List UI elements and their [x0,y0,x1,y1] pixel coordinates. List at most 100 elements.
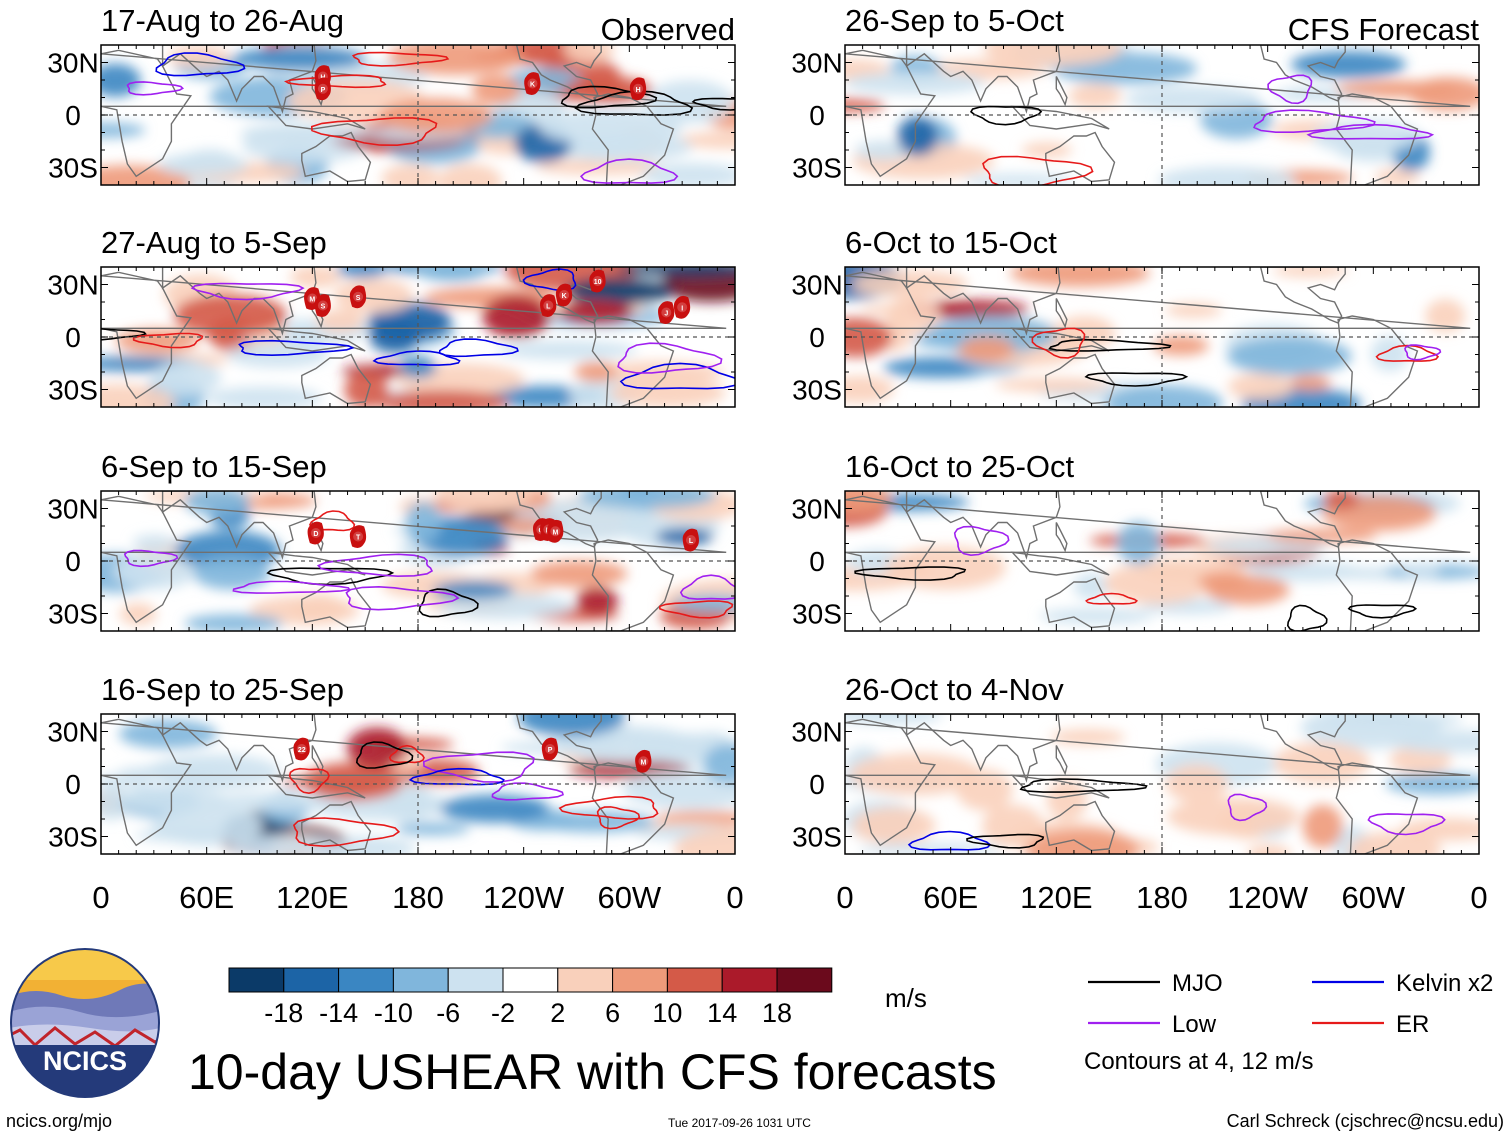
er-contour [658,600,734,619]
x-tick-label: 60E [923,880,978,915]
colorbar-label: -6 [436,998,460,1028]
er-contour [1375,344,1440,362]
mjo-contour [418,588,479,618]
panel-5: 30N 0 30S 26-Sep to 5-Oct CFS Forecast [791,3,1480,186]
storm-label: K [562,293,567,300]
storm-marker: H [629,77,647,101]
y-tick-label: 0 [65,100,81,131]
colorbar-label: -10 [374,998,413,1028]
storm-label: M [641,759,647,766]
mjo-contour [101,328,147,341]
y-tick-label: 30S [792,375,842,406]
storm-marker: T [349,525,367,548]
storm-label: H [636,87,641,94]
low-contour [422,751,535,783]
low-contour [126,81,185,96]
x-tick-label: 120E [1020,880,1092,915]
storm-marker: S [349,285,367,309]
contour-note: Contours at 4, 12 m/s [1084,1048,1313,1075]
storm-label: L [689,538,694,545]
er-contour [982,155,1094,185]
low-contour [491,782,564,801]
shear-field [845,267,1479,407]
panel-8: 30N 0 30S 26-Oct to 4-Nov [791,672,1480,855]
colorbar-label: 2 [550,998,565,1028]
colorbar-swatch [557,967,614,993]
y-tick-label: 0 [809,546,825,577]
storm-label: M [552,529,558,536]
storm-marker: K [555,283,573,307]
y-tick-label: 30N [47,270,98,301]
colorbar-swatch [447,967,504,993]
low-contour [1227,793,1268,822]
y-tick-label: 0 [65,322,81,353]
storm-marker: P [314,77,331,101]
y-tick-label: 30N [47,48,98,79]
panel-7: 30N 0 30S 16-Oct to 25-Oct [791,449,1480,632]
colorbar-swatch [776,967,833,993]
shear-field: DTONML [101,491,735,631]
column-header: Observed [601,12,735,47]
shear-field [845,714,1479,854]
mjo-contour [1048,338,1172,352]
storm-marker: 10 [589,269,606,293]
x-axis-labels: 0 60E 120E 180 120W 60W 0 0 60E 120E 180 120W 60W 0 [92,880,1487,915]
coastlines [101,45,727,185]
panel-4: 22 P M 30N 0 30S 16-Sep to 25-Sep [47,672,736,855]
storm-label: P [321,87,326,94]
coastlines [101,491,727,631]
y-tick-label: 0 [809,769,825,800]
low-contour [1367,813,1446,836]
er-contour [558,795,659,820]
x-tick-label: 0 [726,880,743,915]
colorbar-swatch [338,967,394,993]
x-tick-label: 60W [597,880,661,915]
figure-title: 10-day USHEAR with CFS forecasts [188,1044,997,1100]
low-contour [1267,74,1313,105]
mjo-contour [1084,372,1189,387]
ticks [844,266,1480,408]
y-tick-label: 30S [792,599,842,630]
er-contour [284,74,387,89]
x-tick-label: 120W [483,880,565,915]
panel-title: 16-Sep to 25-Sep [101,672,344,707]
colorbar-swatch [612,967,668,993]
storm-marker: P [541,737,559,761]
ticks [844,713,1480,855]
storm-label: P [548,747,553,754]
er-contour [1031,327,1086,359]
colorbar-label: -2 [491,998,515,1028]
mjo-contour [1347,604,1418,619]
colorbar-swatch [502,967,559,993]
storm-marker: S [314,294,331,317]
ticks [100,490,736,632]
x-tick-label: 180 [1136,880,1188,915]
er-contour [1085,592,1139,605]
colorbar-swatch [228,967,285,993]
y-tick-label: 0 [809,322,825,353]
legend-label: Kelvin x2 [1396,970,1493,997]
coastlines [845,267,1471,407]
y-tick-label: 30N [791,717,842,748]
mjo-contour [969,105,1043,126]
mjo-contour [854,566,967,581]
low-contour [579,158,679,184]
x-tick-label: 0 [92,880,109,915]
y-tick-label: 30S [48,153,98,184]
legend-label: MJO [1172,970,1223,997]
storm-marker: D [307,521,324,545]
mjo-contour [691,97,735,111]
storm-label: 22 [298,747,306,754]
y-tick-label: 0 [65,769,81,800]
x-tick-label: 180 [392,880,444,915]
low-contour [123,549,179,568]
panel-title: 16-Oct to 25-Oct [845,449,1075,484]
er-contour [292,817,401,848]
x-tick-label: 120E [276,880,348,915]
panel-6: 30N 0 30S 6-Oct to 15-Oct [791,225,1480,408]
panels: HPKH30N030S17-Aug to 26-AugObservedMSSLK… [47,3,1480,855]
y-tick-label: 30N [791,48,842,79]
storm-marker: L [540,294,557,317]
